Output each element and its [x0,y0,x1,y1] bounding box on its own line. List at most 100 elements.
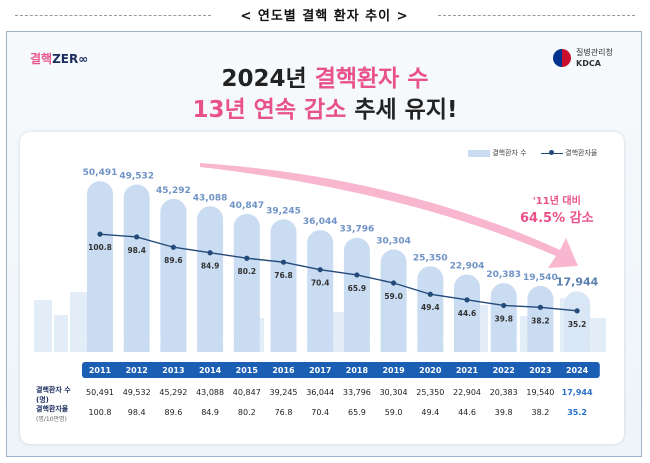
bar-base-2015 [233,342,260,352]
rate-value-label: 65.9 [348,284,367,293]
rate-point-2012 [134,234,140,240]
table-cell: 50,491 [86,388,114,397]
skyline-building [590,318,606,352]
table-cell: 20,383 [489,388,518,397]
year-tick-label: 2012 [126,366,148,375]
rate-point-2014 [207,250,213,256]
bar-2021 [454,274,480,352]
year-tick-label: 2019 [382,366,405,375]
rate-value-label: 98.4 [127,246,146,255]
skyline-building [54,315,68,352]
table-cell: 38.2 [531,408,550,417]
headline-highlight-2: 13년 연속 감소 [192,97,347,123]
rate-point-2017 [317,267,323,273]
table-row-header-rate-unit: (명/10만명) [36,416,67,423]
bar-base-2023 [527,342,554,352]
bar-2015 [233,213,260,352]
year-tick-label: 2021 [456,366,479,375]
bar-2020 [417,266,444,352]
bar-value-label: 39,245 [266,206,301,216]
bar-2023 [527,285,554,352]
table-cell: 76.8 [274,408,293,417]
skyline-building [70,292,90,352]
table-cell: 44.6 [458,408,476,417]
bar-2016 [270,219,297,352]
headline-line-1: 2024년 결핵환자 수 [0,59,650,93]
table-row-header-count: 결핵환자 수(명) [36,386,71,404]
rate-value-label: 84.9 [201,262,220,271]
bar-2024 [564,291,591,352]
rate-point-2024 [574,308,580,314]
bar-base-2013 [160,342,187,352]
year-tick-label: 2015 [236,366,259,375]
agency-name: 질병관리청 [576,48,613,57]
legend-line-swatch [540,149,563,155]
bar-2011 [87,181,113,352]
table-row-header-rate-main: 결핵환자율 [36,405,69,413]
bar-2014 [197,206,224,352]
rate-point-2013 [170,244,176,250]
rate-value-label: 100.8 [88,243,112,252]
bar-base-2024 [564,342,591,352]
table-cell: 35.2 [567,408,587,417]
table-cell: 19,540 [526,388,555,397]
rate-value-label: 44.6 [458,309,477,318]
rate-line [99,233,578,312]
year-tick-label: 2023 [529,366,551,375]
bar-value-label: 36,044 [303,217,338,227]
bar-value-label: 49,532 [119,171,154,181]
agency-abbr: KDCA [576,59,601,68]
headline-year: 2024년 [221,66,307,92]
bar-base-2020 [417,342,444,352]
bar-value-label: 17,944 [556,275,599,288]
bar-base-2022 [490,342,517,352]
table-cell: 98.4 [127,408,146,417]
year-tick-label: 2022 [493,366,515,375]
table-cell: 25,350 [416,388,445,397]
bar-base-2017 [307,342,334,352]
bar-base-2012 [123,342,150,352]
bar-2022 [490,283,517,352]
chart-legend: 결핵환자 수 결핵환자율 [468,148,597,158]
table-cell: 43,088 [196,388,225,397]
table-cell: 49,532 [122,388,151,397]
year-tick-label: 2014 [199,366,222,375]
rate-value-label: 59.0 [384,292,403,301]
bar-2013 [160,198,187,352]
table-cell: 40,847 [232,388,261,397]
logo-text-post: ZER∞ [52,52,89,66]
rate-point-2016 [280,259,287,265]
rate-value-label: 89.6 [164,256,183,265]
skyline-building [34,300,52,352]
rate-point-2020 [427,291,433,297]
year-tick-label: 2016 [272,366,295,375]
year-tick-label: 2020 [419,366,442,375]
rate-point-2018 [354,272,360,278]
legend-bar-swatch [468,149,490,157]
table-cell: 89.6 [164,408,183,417]
bar-value-label: 30,304 [376,237,411,247]
table-cell: 17,944 [561,388,593,397]
logo-text-pre: 결핵 [30,52,53,66]
skyline-building [330,312,346,352]
bar-value-label: 33,796 [340,225,375,235]
year-tick-label: 2024 [566,366,589,375]
rate-value-label: 76.8 [274,271,293,280]
rate-value-label: 38.2 [531,316,550,325]
legend-bar-label: 결핵환자 수 [492,149,527,157]
bar-value-label: 43,088 [193,193,228,203]
bar-value-label: 40,847 [229,201,264,211]
table-cell: 39,245 [269,388,298,397]
bar-base-2019 [380,342,407,352]
bar-2018 [343,237,370,352]
table-cell: 65.9 [347,408,366,417]
caption-divider-right [438,15,635,16]
headline-rest: 추세 유지! [354,97,458,123]
rate-point-2021 [464,297,470,303]
year-tick-label: 2017 [309,366,331,375]
year-tick-label: 2018 [346,366,369,375]
bar-base-2016 [270,342,297,352]
taegeuk-emblem-icon [553,49,571,67]
caption-text: < 연도별 결핵 환자 추이 > [240,9,409,24]
rate-point-2023 [537,304,544,310]
